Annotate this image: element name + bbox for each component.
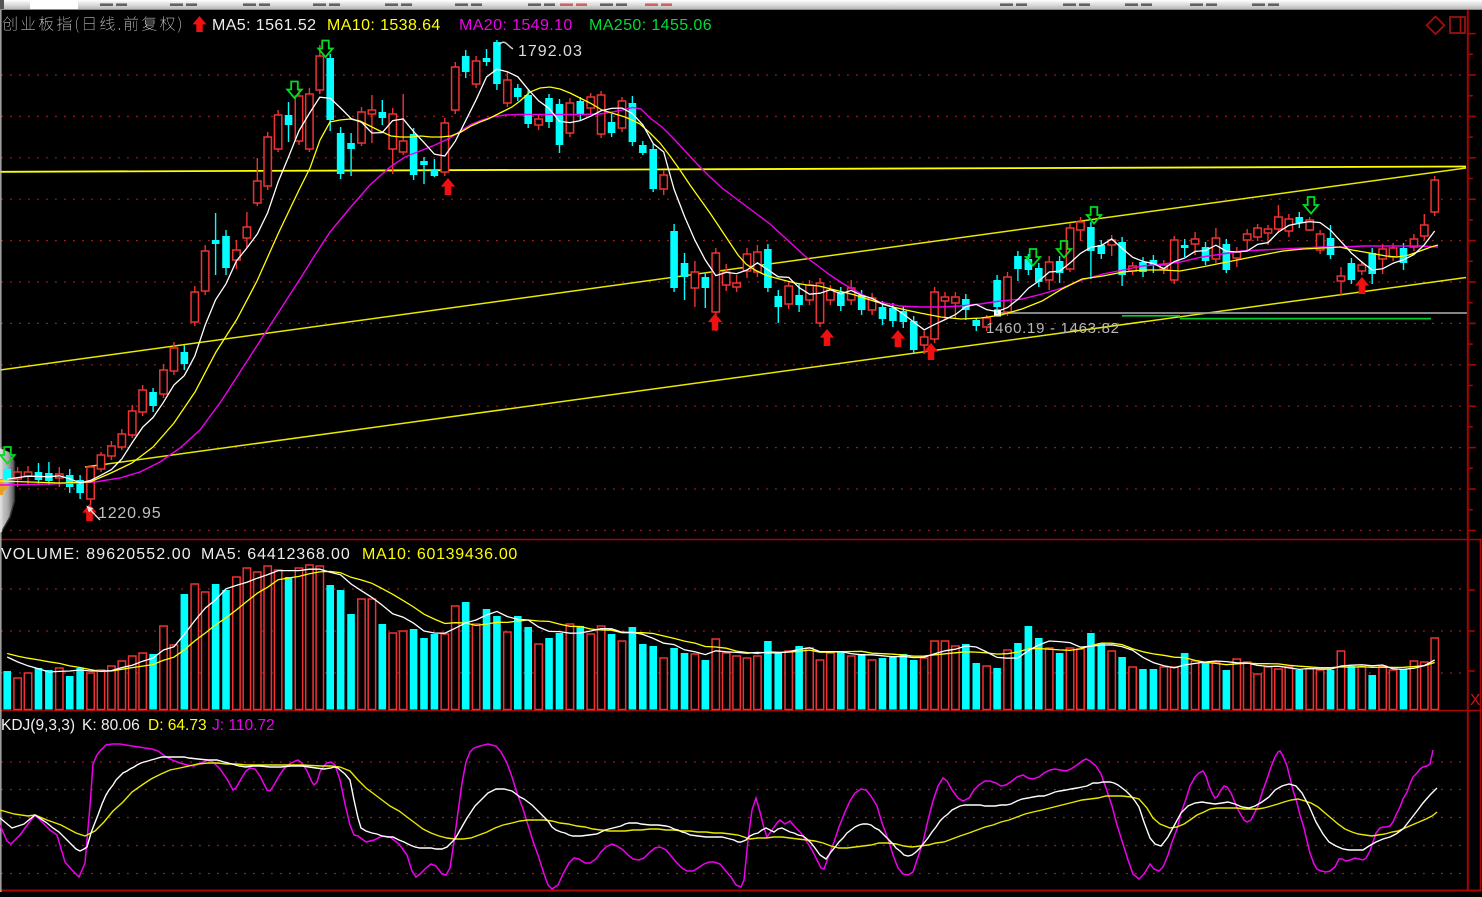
svg-text:MA10: 1538.64: MA10: 1538.64 xyxy=(327,17,441,34)
svg-text:1460.19 - 1463.82: 1460.19 - 1463.82 xyxy=(986,320,1120,337)
svg-text:VOLUME: 89620552.00: VOLUME: 89620552.00 xyxy=(1,546,192,563)
svg-text:X: X xyxy=(1470,692,1481,709)
svg-text:1792.03: 1792.03 xyxy=(518,43,583,60)
svg-text:J: 110.72: J: 110.72 xyxy=(212,717,275,734)
svg-text:KDJ(9,3,3): KDJ(9,3,3) xyxy=(1,717,75,734)
svg-text:K: 80.06: K: 80.06 xyxy=(82,717,140,734)
svg-text:MA10: 60139436.00: MA10: 60139436.00 xyxy=(362,546,518,563)
svg-text:D: 64.73: D: 64.73 xyxy=(148,717,207,734)
svg-text:1220.95: 1220.95 xyxy=(98,505,161,522)
svg-text:MA20: 1549.10: MA20: 1549.10 xyxy=(459,17,573,34)
svg-text:MA250: 1455.06: MA250: 1455.06 xyxy=(589,17,712,34)
svg-text:MA5: 1561.52: MA5: 1561.52 xyxy=(212,17,316,34)
svg-text:MA5: 64412368.00: MA5: 64412368.00 xyxy=(201,546,351,563)
